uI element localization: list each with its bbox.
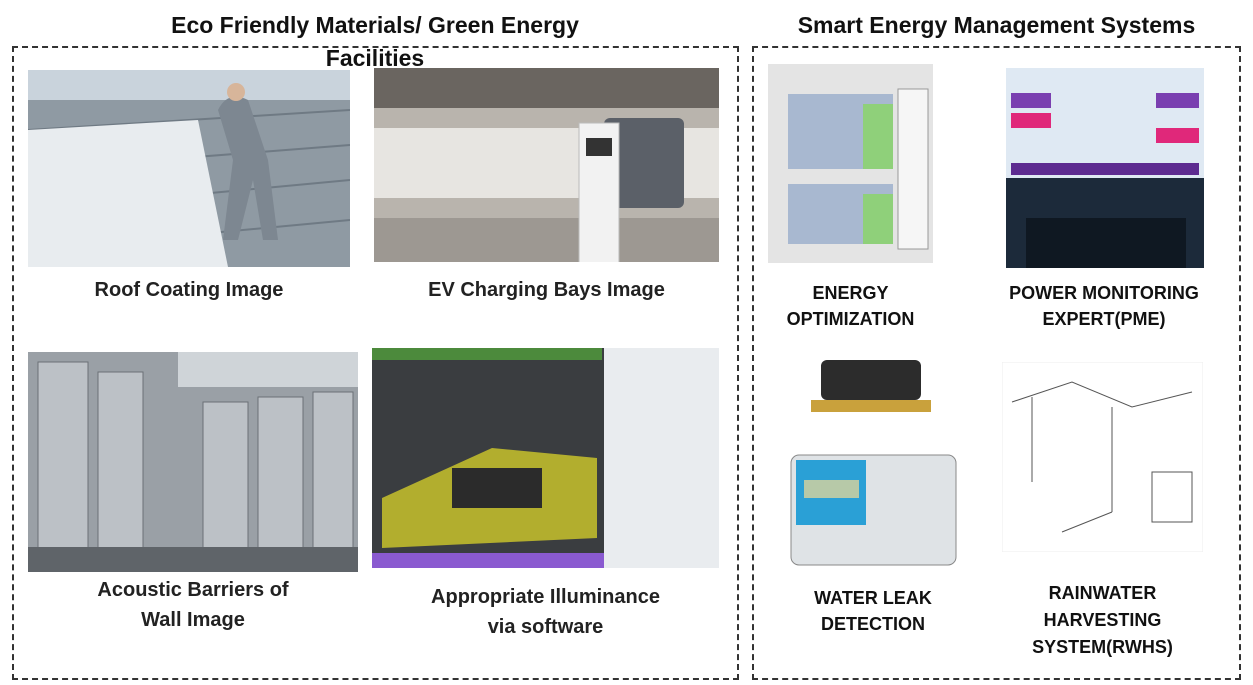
caption: RAINWATER bbox=[1002, 580, 1203, 606]
right-title: Smart Energy Management Systems bbox=[752, 12, 1241, 39]
illuminance-image bbox=[372, 348, 719, 568]
left-title-line: Eco Friendly Materials/ Green Energy bbox=[0, 12, 750, 39]
acoustic-image bbox=[28, 352, 358, 572]
caption: POWER MONITORING bbox=[1004, 280, 1204, 306]
caption: DETECTION bbox=[776, 611, 970, 637]
caption: EXPERT(PME) bbox=[1004, 306, 1204, 332]
roof-image bbox=[28, 70, 350, 267]
caption: WATER LEAK bbox=[776, 585, 970, 611]
pme-image bbox=[1006, 68, 1204, 268]
page: {"left": {"title": ["Eco Friendly Materi… bbox=[0, 0, 1253, 685]
caption: Appropriate Illuminance bbox=[372, 582, 719, 612]
water-meter-image bbox=[776, 355, 970, 570]
energy-image bbox=[768, 64, 933, 263]
rwhs-image bbox=[1002, 362, 1203, 552]
caption: via software bbox=[372, 612, 719, 642]
caption: HARVESTING bbox=[1002, 607, 1203, 633]
ev-image bbox=[374, 68, 719, 262]
caption: Roof Coating Image bbox=[28, 275, 350, 305]
caption: ENERGY bbox=[768, 280, 933, 306]
caption: Wall Image bbox=[28, 605, 358, 635]
caption: SYSTEM(RWHS) bbox=[1002, 634, 1203, 660]
caption: EV Charging Bays Image bbox=[374, 275, 719, 305]
caption: OPTIMIZATION bbox=[768, 306, 933, 332]
caption: Acoustic Barriers of bbox=[28, 575, 358, 605]
